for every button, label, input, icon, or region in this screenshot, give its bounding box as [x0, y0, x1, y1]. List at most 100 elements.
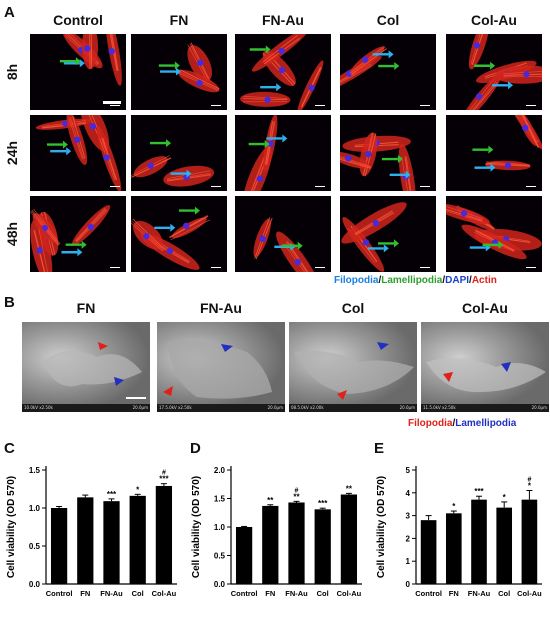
bar-control: [235, 527, 253, 584]
fluorescence-image-24h-col: [340, 115, 436, 191]
sem-scale-text: 20.0µm: [531, 405, 547, 410]
fluorescence-image-8h-col: [340, 34, 436, 110]
bar-col: [496, 507, 513, 584]
fluorescence-image-48h-col: [340, 196, 436, 272]
sem-image-fn-au: 17.5.0kV x2.50k 20.0µm: [157, 322, 285, 412]
sem-image-col-au: 11.5.0kV x2.50k 20.0µm: [421, 322, 549, 412]
sem-scale-text: 20.0µm: [132, 405, 148, 410]
legend-slash: /: [442, 275, 446, 286]
y-tick-label: 0.5: [29, 542, 41, 551]
legend-slash: /: [378, 275, 382, 286]
chart-e: 0 1 2 3 4 5 Cell viability (OD 570) Control * FN *…: [376, 466, 542, 598]
bar-col-au: [340, 494, 358, 584]
panel-b-label: B: [4, 294, 15, 311]
panel-b-column-col-au: Col-Au: [462, 300, 508, 316]
bar-fn-au: [471, 499, 487, 584]
fluorescence-image-48h-fn: [131, 196, 227, 272]
y-tick-label: 1.5: [29, 466, 41, 475]
sem-info-text: 17.5.0kV x2.50k: [159, 405, 192, 410]
panel-a-label: A: [4, 4, 15, 21]
bar-fn: [77, 497, 94, 584]
significance-label: ***: [474, 487, 484, 496]
x-tick-label: Control: [415, 589, 442, 598]
fluorescence-image-48h-col-au: [446, 196, 542, 272]
bar-fn-au: [288, 502, 305, 584]
sem-info-text: 11.5.0kV x2.50k: [423, 405, 456, 410]
y-axis-label: Cell viability (OD 570): [376, 476, 387, 578]
x-tick-label: Col: [317, 589, 329, 598]
significance-label-hash: #: [162, 470, 166, 477]
legend-filopodia: Filopodia: [334, 275, 379, 286]
panel-b-legend: Filopodia/Lamellipodia: [408, 418, 516, 429]
panel-a-column-fn-au: FN-Au: [262, 12, 304, 28]
significance-label: **: [346, 484, 353, 493]
significance-label: **: [267, 496, 274, 505]
y-tick-label: 0: [406, 580, 411, 589]
x-tick-label: FN: [80, 589, 90, 598]
bar-fn: [262, 505, 279, 584]
significance-label: ***: [159, 475, 169, 484]
panel-a-column-col-au: Col-Au: [471, 12, 517, 28]
sem-image-fn: 10.0kV x2.50k 20.0µm: [22, 322, 150, 412]
fluorescence-image-8h-fn: [131, 34, 227, 110]
panel-d-label: D: [190, 440, 201, 457]
significance-label: *: [452, 502, 456, 511]
legend-slash: /: [452, 418, 456, 429]
y-tick-label: 1.0: [29, 504, 41, 513]
chart-c: 0.0 0.5 1.0 1.5 Cell viability (OD 570) Contr…: [6, 466, 177, 598]
legend-lamellipodia: Lamellipodia: [455, 418, 517, 429]
panel-a-column-control: Control: [53, 12, 103, 28]
panel-a-column-fn: FN: [169, 12, 189, 28]
panel-a-column-col: Col: [376, 12, 400, 28]
bar-col-au: [521, 499, 538, 584]
y-axis-label: Cell viability (OD 570): [6, 476, 17, 578]
y-tick-label: 3: [406, 512, 411, 521]
panel-e-label: E: [374, 440, 385, 457]
significance-label-hash: #: [527, 477, 531, 484]
sem-info-bar: 11.5.0kV x2.50k 20.0µm: [421, 404, 549, 412]
bar-fn: [445, 513, 462, 584]
sem-info-text: 08.5.0kV x2.00k: [291, 405, 324, 410]
y-tick-label: 0.5: [214, 552, 226, 561]
y-tick-label: 2: [406, 534, 411, 543]
significance-label-hash: #: [295, 487, 299, 494]
fluorescence-image-8h-fn-au: [235, 34, 331, 110]
sem-info-bar: 08.5.0kV x2.00k 20.0µm: [289, 404, 417, 412]
bar-col-au: [155, 485, 173, 584]
bar-col: [129, 495, 146, 584]
panel-a-legend: Filopodia/Lamellipodia/DAPI/Actin: [334, 275, 497, 286]
bar-control: [50, 508, 68, 584]
fluorescence-image-8h-col-au: [446, 34, 542, 110]
significance-label: *: [528, 482, 532, 491]
panel-b-column-fn: FN: [76, 300, 96, 316]
panel-b-column-col: Col: [341, 300, 365, 316]
chart-d: 0.0 0.5 1.0 1.5 2.0 Cell viability (OD 570) Co…: [191, 466, 362, 598]
y-tick-label: 2.0: [214, 466, 226, 475]
y-tick-label: 4: [406, 489, 411, 498]
fluorescence-image-24h-col-au: [446, 115, 542, 191]
x-tick-label: Col: [132, 589, 144, 598]
y-tick-label: 1: [406, 557, 411, 566]
sem-info-bar: 10.0kV x2.50k 20.0µm: [22, 404, 150, 412]
sem-image-col: 08.5.0kV x2.00k 20.0µm: [289, 322, 417, 412]
sem-info-bar: 17.5.0kV x2.50k 20.0µm: [157, 404, 285, 412]
bar-control: [420, 520, 437, 584]
legend-lamellipodia: Lamellipodia: [381, 275, 443, 286]
significance-label: ***: [107, 490, 117, 499]
x-tick-label: FN: [449, 589, 459, 598]
x-tick-label: Control: [46, 589, 73, 598]
significance-label: *: [503, 493, 507, 502]
bar-col: [314, 509, 331, 584]
fluorescence-image-48h-control: [30, 196, 126, 272]
panel-a-row-48h: 48h: [4, 221, 20, 247]
panel-c-label: C: [4, 440, 15, 457]
fluorescence-image-24h-fn: [131, 115, 227, 191]
legend-actin: Actin: [471, 275, 497, 286]
panel-b-column-fn-au: FN-Au: [200, 300, 242, 316]
sem-scale-text: 20.0µm: [399, 405, 415, 410]
fluorescence-image-24h-control: [30, 115, 126, 191]
sem-scale-text: 20.0µm: [267, 405, 283, 410]
y-axis-label: Cell viability (OD 570): [191, 476, 202, 578]
x-tick-label: Col: [498, 589, 510, 598]
sem-info-text: 10.0kV x2.50k: [24, 405, 53, 410]
